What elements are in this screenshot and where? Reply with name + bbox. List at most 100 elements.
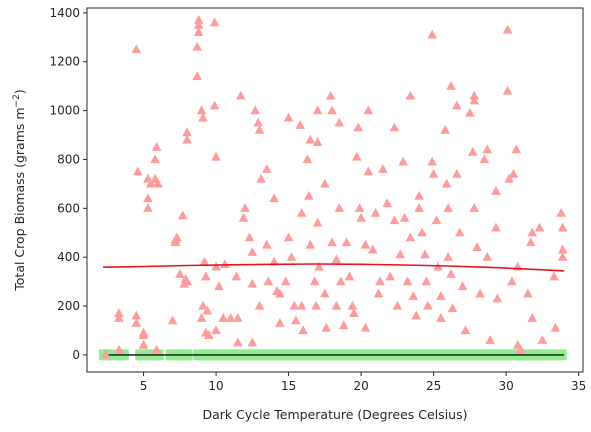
triangle-marker xyxy=(211,325,221,335)
triangle-marker xyxy=(431,215,442,225)
triangle-marker xyxy=(321,322,332,332)
triangle-marker xyxy=(151,142,162,151)
triangle-marker xyxy=(436,291,446,300)
triangle-marker xyxy=(502,24,513,34)
triangle-marker xyxy=(198,300,208,310)
triangle-marker xyxy=(414,203,424,212)
triangle-marker xyxy=(331,254,342,264)
triangle-marker xyxy=(196,105,207,115)
triangle-marker xyxy=(467,146,478,156)
triangle-marker xyxy=(320,178,330,188)
triangle-marker xyxy=(280,276,291,286)
triangle-marker xyxy=(311,300,321,310)
triangle-marker xyxy=(452,168,462,178)
y-tick-label: 400 xyxy=(57,250,80,264)
x-tick-label: 10 xyxy=(208,379,223,393)
triangle-marker xyxy=(218,313,229,322)
triangle-marker xyxy=(175,269,185,278)
triangle-marker xyxy=(114,344,124,354)
triangle-marker xyxy=(351,151,362,161)
triangle-marker xyxy=(525,237,536,247)
triangle-marker xyxy=(247,278,258,288)
triangle-marker xyxy=(312,217,323,227)
triangle-marker xyxy=(452,100,462,110)
triangle-marker xyxy=(250,105,261,115)
triangle-marker xyxy=(356,212,366,222)
y-axis-label: Total Crop Biomass (grams m−2) xyxy=(12,89,27,291)
trend-line xyxy=(102,263,565,272)
axes-frame xyxy=(86,7,584,373)
triangle-marker xyxy=(143,193,153,203)
triangle-marker xyxy=(233,313,243,322)
triangle-marker xyxy=(114,313,124,322)
triangle-marker xyxy=(421,276,432,286)
triangle-marker xyxy=(320,288,330,298)
triangle-marker xyxy=(382,198,393,208)
triangle-marker xyxy=(443,203,453,212)
triangle-marker xyxy=(247,337,258,347)
triangle-marker xyxy=(167,315,178,325)
triangle-marker xyxy=(414,190,424,200)
triangle-marker xyxy=(193,15,204,24)
y-tick-label: 200 xyxy=(57,299,80,313)
y-tick-label: 600 xyxy=(57,201,80,215)
triangle-marker xyxy=(389,215,400,225)
y-axis-label-main: Total Crop Biomass (grams m xyxy=(12,107,27,291)
y-tick-label: 800 xyxy=(57,152,80,166)
triangle-marker xyxy=(201,271,211,281)
triangle-marker xyxy=(402,276,413,286)
triangle-marker xyxy=(233,337,243,347)
triangle-marker xyxy=(114,308,124,317)
triangle-marker xyxy=(550,322,561,332)
triangle-marker xyxy=(360,239,371,249)
triangle-marker xyxy=(132,166,143,176)
x-tick-label: 15 xyxy=(281,379,296,393)
y-tick-label: 1000 xyxy=(49,104,80,118)
triangle-marker xyxy=(344,271,355,281)
triangle-marker xyxy=(211,261,221,271)
triangle-marker xyxy=(304,190,314,200)
triangle-marker xyxy=(182,134,192,144)
triangle-marker xyxy=(447,303,458,313)
triangle-marker xyxy=(263,276,274,286)
triangle-marker xyxy=(193,27,204,37)
triangle-marker xyxy=(479,154,490,164)
triangle-marker xyxy=(446,80,456,90)
triangle-marker xyxy=(312,137,323,146)
triangle-marker xyxy=(305,239,316,249)
triangle-marker xyxy=(225,313,236,322)
triangle-marker xyxy=(192,41,203,51)
triangle-marker xyxy=(457,281,468,291)
triangle-marker xyxy=(312,105,323,115)
triangle-marker xyxy=(231,271,242,281)
triangle-marker xyxy=(556,208,567,217)
triangle-marker xyxy=(441,178,452,188)
triangle-marker xyxy=(469,203,480,212)
triangle-marker xyxy=(353,122,364,132)
y-tick-label: 0 xyxy=(72,348,80,362)
x-tick-label: 20 xyxy=(353,379,368,393)
triangle-marker xyxy=(254,300,265,310)
triangle-marker xyxy=(443,251,453,261)
triangle-marker xyxy=(331,300,342,310)
triangle-marker xyxy=(244,232,255,242)
triangle-marker xyxy=(549,271,559,281)
triangle-marker xyxy=(360,322,371,332)
triangle-marker xyxy=(196,313,207,322)
triangle-marker xyxy=(256,173,266,183)
triangle-marker xyxy=(291,315,301,325)
x-tick-label: 30 xyxy=(498,379,513,393)
triangle-marker xyxy=(508,168,519,178)
triangle-marker xyxy=(338,320,349,330)
triangle-marker xyxy=(511,144,522,154)
y-tick-label: 1400 xyxy=(49,6,80,20)
triangle-marker xyxy=(209,17,220,27)
triangle-marker xyxy=(314,261,324,271)
triangle-marker xyxy=(446,269,456,278)
triangle-marker xyxy=(469,90,480,100)
triangle-marker xyxy=(305,134,316,144)
triangle-marker xyxy=(475,288,485,298)
triangle-marker xyxy=(146,178,156,188)
